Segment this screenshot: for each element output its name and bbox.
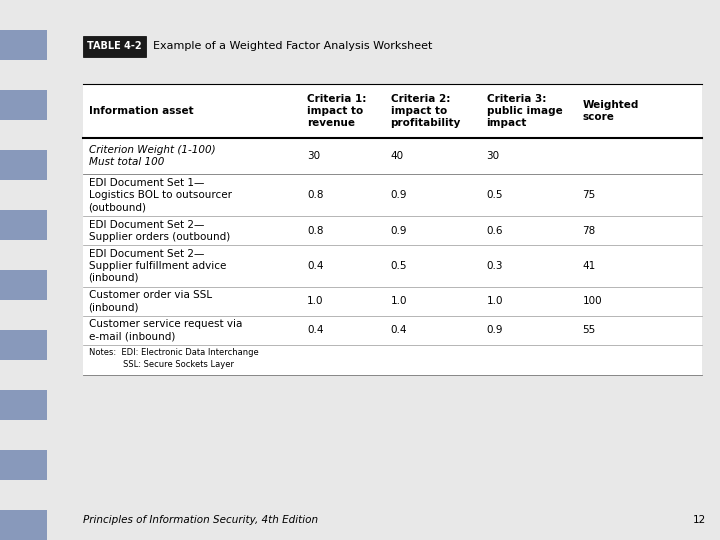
Text: Principles of Information Security, 4th Edition: Principles of Information Security, 4th …: [83, 515, 318, 525]
Bar: [0, 450, 47, 480]
Text: 0.4: 0.4: [307, 326, 323, 335]
Text: 0.5: 0.5: [390, 261, 407, 271]
Text: 0.5: 0.5: [487, 190, 503, 200]
Text: Information asset: Information asset: [89, 106, 193, 116]
Text: 1.0: 1.0: [307, 296, 323, 306]
Text: 30: 30: [487, 151, 500, 161]
Text: 0.6: 0.6: [487, 226, 503, 235]
Text: Customer service request via
e-mail (inbound): Customer service request via e-mail (inb…: [89, 320, 242, 341]
Bar: [0, 510, 47, 540]
Bar: [0, 390, 47, 420]
Text: Criteria 2:
impact to
profitability: Criteria 2: impact to profitability: [390, 94, 461, 127]
Text: 0.8: 0.8: [307, 226, 323, 235]
Text: 75: 75: [582, 190, 595, 200]
Bar: [0, 0, 47, 30]
Text: Criteria 3:
public image
impact: Criteria 3: public image impact: [487, 94, 562, 127]
Text: 0.8: 0.8: [307, 190, 323, 200]
Text: Customer order via SSL
(inbound): Customer order via SSL (inbound): [89, 291, 212, 312]
Bar: [0, 90, 47, 120]
Text: 0.4: 0.4: [390, 326, 407, 335]
Bar: [0, 300, 47, 330]
Text: EDI Document Set 1—
Logistics BOL to outsourcer
(outbound): EDI Document Set 1— Logistics BOL to out…: [89, 178, 232, 212]
Text: 0.9: 0.9: [487, 326, 503, 335]
Text: Notes:  EDI: Electronic Data Interchange: Notes: EDI: Electronic Data Interchange: [89, 348, 258, 357]
Text: 78: 78: [582, 226, 595, 235]
Text: 1.0: 1.0: [487, 296, 503, 306]
Bar: [0, 180, 47, 210]
Bar: [0, 120, 47, 150]
Text: 30: 30: [307, 151, 320, 161]
Text: 0.3: 0.3: [487, 261, 503, 271]
Text: 0.9: 0.9: [390, 190, 407, 200]
Text: 0.4: 0.4: [307, 261, 323, 271]
Bar: [83, 36, 146, 57]
Bar: [0, 60, 47, 90]
Text: 100: 100: [582, 296, 602, 306]
Bar: [0, 360, 47, 390]
Bar: [0, 150, 47, 180]
Bar: [0, 420, 47, 450]
Text: 12: 12: [693, 515, 706, 525]
Text: 1.0: 1.0: [390, 296, 407, 306]
Bar: [0, 240, 47, 270]
Text: TABLE 4-2: TABLE 4-2: [87, 42, 142, 51]
Bar: [0, 30, 47, 60]
Text: 55: 55: [582, 326, 595, 335]
Text: SSL: Secure Sockets Layer: SSL: Secure Sockets Layer: [89, 360, 233, 369]
Text: 40: 40: [390, 151, 404, 161]
Text: 0.9: 0.9: [390, 226, 407, 235]
Bar: [0, 480, 47, 510]
Text: Criterion Weight (1-100)
Must total 100: Criterion Weight (1-100) Must total 100: [89, 145, 215, 167]
Text: Example of a Weighted Factor Analysis Worksheet: Example of a Weighted Factor Analysis Wo…: [153, 42, 433, 51]
Bar: [0, 330, 47, 360]
Bar: [0, 210, 47, 240]
Text: 41: 41: [582, 261, 595, 271]
Text: EDI Document Set 2—
Supplier fulfillment advice
(inbound): EDI Document Set 2— Supplier fulfillment…: [89, 249, 226, 283]
Text: Criteria 1:
impact to
revenue: Criteria 1: impact to revenue: [307, 94, 366, 127]
Bar: [83, 84, 702, 375]
Text: EDI Document Set 2—
Supplier orders (outbound): EDI Document Set 2— Supplier orders (out…: [89, 220, 230, 241]
Text: Weighted
score: Weighted score: [582, 100, 639, 122]
Bar: [0, 270, 47, 300]
